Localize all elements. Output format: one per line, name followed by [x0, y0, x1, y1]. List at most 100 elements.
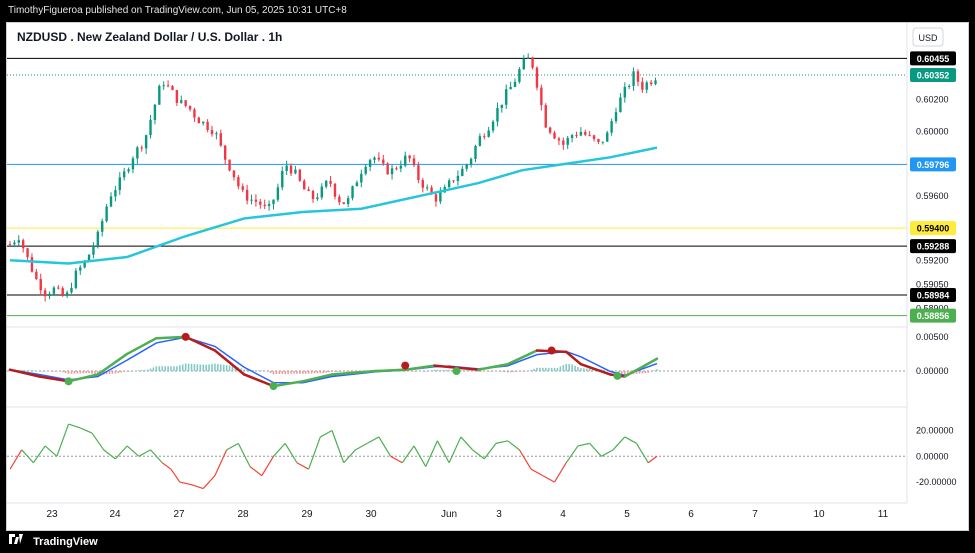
oscillator-signal-segment: [330, 369, 378, 376]
histogram-bar: [266, 371, 269, 372]
histogram-bar: [547, 367, 550, 372]
candle-body: [285, 165, 288, 171]
candle-body: [377, 157, 381, 160]
histogram-bar: [67, 371, 70, 374]
histogram-bar: [398, 371, 401, 372]
histogram-bar: [621, 371, 623, 374]
candle-body: [320, 186, 323, 198]
histogram-bar: [155, 366, 158, 372]
candle-body: [105, 206, 108, 222]
histogram-bar: [565, 363, 568, 372]
momentum-line-segment: [601, 449, 614, 457]
candle-body: [491, 121, 495, 131]
histogram-bar: [626, 371, 629, 375]
histogram-bar: [544, 367, 547, 372]
momentum-line-segment: [103, 449, 116, 460]
histogram-bar: [219, 364, 222, 372]
oscillator-signal-segment: [96, 352, 129, 376]
histogram-bar: [503, 371, 506, 373]
currency-button[interactable]: [912, 27, 944, 47]
histogram-bar: [506, 371, 509, 373]
candle-body: [500, 104, 504, 108]
candle-body: [311, 190, 315, 200]
histogram-bar: [184, 363, 187, 372]
histogram-bar: [656, 369, 658, 372]
candle-body: [627, 85, 631, 87]
histogram-bar: [284, 371, 286, 374]
candle-body: [131, 158, 135, 170]
candle-body: [368, 159, 372, 167]
histogram-bar: [442, 369, 445, 372]
momentum-line-segment: [343, 449, 356, 464]
histogram-bar: [647, 371, 650, 373]
histogram-bar: [539, 367, 541, 372]
candle-body: [351, 186, 354, 199]
candle-body: [219, 133, 222, 146]
histogram-bar: [348, 371, 351, 372]
momentum-line-segment: [635, 443, 649, 464]
histogram-bar: [471, 370, 474, 372]
price-level-label: 0.59288: [917, 242, 950, 252]
histogram-bar: [354, 371, 357, 372]
histogram-bar: [20, 370, 23, 372]
oscillator-signal-segment: [38, 375, 70, 383]
chart-frame[interactable]: NZDUSD . New Zealand Dollar / U.S. Dolla…: [6, 22, 969, 531]
oscillator-signal-segment: [564, 350, 583, 366]
oscillator-signal-segment: [506, 349, 539, 366]
histogram-bar: [299, 371, 301, 374]
candle-body: [140, 147, 143, 149]
candle-body: [79, 267, 82, 271]
oscillator-signal-segment: [213, 349, 246, 376]
histogram-bar: [252, 369, 254, 372]
candle-body: [109, 196, 113, 207]
histogram-bar: [126, 371, 128, 372]
histogram-bar: [556, 367, 559, 372]
candle-body: [425, 187, 429, 189]
histogram-bar: [445, 369, 448, 372]
momentum-line-segment: [565, 445, 579, 464]
candle-body: [162, 85, 165, 87]
price-level-tag: [910, 308, 956, 323]
histogram-bar: [521, 371, 524, 372]
candle-body: [544, 105, 547, 128]
oscillator-y-tick: 0.00500: [916, 332, 949, 342]
candle-body: [570, 135, 574, 138]
candle-body: [197, 117, 201, 124]
momentum-line-segment: [542, 475, 555, 483]
histogram-bar: [205, 364, 207, 372]
candle-body: [421, 180, 424, 188]
histogram-bar: [50, 371, 52, 372]
histogram-bar: [138, 370, 140, 372]
histogram-bar: [255, 370, 257, 372]
histogram-bar: [114, 371, 117, 374]
histogram-bar: [88, 371, 90, 374]
histogram-bar: [304, 371, 307, 374]
momentum-line-segment: [56, 423, 70, 457]
oscillator-signal-segment: [301, 373, 334, 383]
histogram-bar: [345, 371, 348, 372]
chart-svg[interactable]: NZDUSD . New Zealand Dollar / U.S. Dolla…: [7, 23, 968, 530]
candle-body: [469, 158, 473, 165]
histogram-bar: [202, 364, 205, 372]
price-level-tag: [910, 67, 956, 82]
candle-body: [74, 270, 78, 288]
candle-body: [254, 199, 258, 202]
momentum-line-segment: [589, 442, 602, 457]
histogram-bar: [524, 371, 527, 372]
oscillator-cross-dot: [269, 382, 278, 391]
x-tick-label: 5: [624, 509, 630, 520]
candle-body: [57, 287, 60, 289]
histogram-bar: [287, 371, 289, 374]
histogram-bar: [29, 370, 32, 372]
candle-body: [263, 204, 266, 207]
candle-body: [478, 136, 482, 146]
candle-body: [606, 132, 609, 142]
histogram-bar: [580, 368, 582, 372]
candle-body: [202, 121, 205, 124]
histogram-bar: [278, 371, 281, 375]
momentum-line-segment: [612, 436, 626, 451]
momentum-line-segment: [472, 449, 485, 460]
candle-body: [17, 240, 20, 243]
candle-body: [52, 287, 56, 294]
histogram-bar: [32, 370, 35, 372]
